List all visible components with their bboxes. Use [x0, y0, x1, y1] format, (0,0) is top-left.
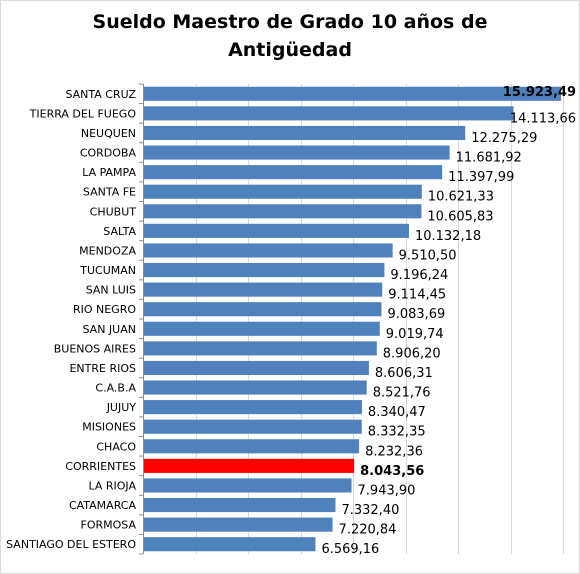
value-label-santa-cruz: 15.923,49	[503, 85, 576, 100]
bar-la-pampa	[144, 165, 443, 180]
bar-rio-negro	[144, 302, 382, 317]
bar-santa-fe	[144, 184, 422, 199]
category-label-catamarca: CATAMARCA	[69, 499, 137, 512]
bar-mendoza	[144, 243, 393, 258]
category-label-san-luis: SAN LUIS	[86, 284, 136, 297]
bar-chubut	[144, 204, 422, 219]
bar-misiones	[144, 419, 362, 434]
bar-corrientes	[144, 458, 355, 473]
bar-cordoba	[144, 145, 450, 160]
value-label-santiago-del-estero: 6.569,16	[321, 542, 379, 557]
value-label-la-rioja: 7.943,90	[358, 483, 416, 498]
category-label-rio-negro: RIO NEGRO	[73, 303, 136, 316]
value-label-tierra-del-fuego: 14.113,66	[510, 111, 576, 126]
bar-la-rioja	[144, 478, 352, 493]
value-label-santa-fe: 10.621,33	[428, 190, 494, 205]
bar-tucuman	[144, 262, 385, 278]
bar-san-luis	[144, 282, 383, 297]
bars	[144, 86, 561, 552]
value-label-tucuman: 9.196,24	[390, 268, 448, 283]
grid-lines	[139, 83, 564, 555]
bar-san-juan	[144, 321, 380, 336]
category-label-san-juan: SAN JUAN	[83, 323, 137, 336]
category-label-chaco: CHACO	[96, 440, 136, 453]
bar-neuquen	[144, 125, 466, 141]
value-label-san-luis: 9.114,45	[388, 288, 446, 303]
value-label-chubut: 10.605,83	[427, 209, 493, 224]
category-label-la-rioja: LA RIOJA	[88, 479, 136, 492]
value-label-neuquen: 12.275,29	[471, 131, 537, 146]
value-label-formosa: 7.220,84	[339, 523, 397, 538]
value-label-catamarca: 7.332,40	[341, 503, 399, 518]
value-label-san-juan: 9.019,74	[386, 327, 444, 342]
bar-buenos-aires	[144, 341, 377, 356]
category-label-formosa: FORMOSA	[81, 519, 137, 532]
bar-c-a-b-a	[144, 380, 367, 395]
category-label-salta: SALTA	[103, 225, 136, 238]
value-label-cordoba: 11.681,92	[456, 151, 522, 166]
category-label-misiones: MISIONES	[82, 421, 136, 434]
chart-title-line-1: Sueldo Maestro de Grado 10 años de	[92, 11, 488, 33]
chart-title: Sueldo Maestro de Grado 10 años de Antig…	[0, 8, 580, 64]
bar-catamarca	[144, 497, 336, 513]
category-label-tierra-del-fuego: TIERRA DEL FUEGO	[29, 107, 137, 120]
value-labels: 15.923,49 14.113,66 12.275,29 11.681,92 11.3…	[321, 85, 576, 557]
value-label-misiones: 8.332,35	[368, 425, 426, 440]
bar-formosa	[144, 517, 333, 532]
bar-tierra-del-fuego	[144, 106, 514, 121]
value-label-entre-rios: 8.606,31	[375, 366, 433, 381]
value-label-chaco: 8.232,36	[365, 444, 423, 459]
bar-jujuy	[144, 400, 362, 415]
category-label-neuquen: NEUQUEN	[81, 127, 136, 140]
category-label-cordoba: CORDOBA	[80, 147, 137, 160]
bar-salta	[144, 223, 409, 238]
category-label-corrientes: CORRIENTES	[65, 460, 136, 473]
value-label-la-pampa: 11.397,99	[448, 170, 514, 185]
value-label-rio-negro: 9.083,69	[387, 307, 445, 322]
category-label-chubut: CHUBUT	[90, 205, 137, 218]
category-label-jujuy: JUJUY	[106, 401, 137, 414]
category-label-tucuman: TUCUMAN	[79, 264, 136, 277]
value-label-salta: 10.132,18	[415, 229, 481, 244]
chart-title-line-2: Antigüedad	[228, 39, 352, 61]
category-label-c-a-b-a: C.A.B.A	[95, 382, 136, 395]
category-label-santiago-del-estero: SANTIAGO DEL ESTERO	[6, 538, 136, 551]
value-label-buenos-aires: 8.906,20	[383, 346, 441, 361]
category-label-entre-rios: ENTRE RIOS	[69, 362, 136, 375]
bar-entre-rios	[144, 360, 369, 376]
category-labels: SANTA CRUZ TIERRA DEL FUEGO NEUQUEN CORDOBA…	[6, 88, 136, 551]
bar-santiago-del-estero	[144, 537, 316, 552]
category-label-santa-cruz: SANTA CRUZ	[65, 88, 136, 101]
bar-santa-cruz	[144, 86, 561, 101]
category-label-santa-fe: SANTA FE	[83, 186, 136, 199]
value-label-corrientes: 8.043,56	[360, 464, 424, 479]
value-label-c-a-b-a: 8.521,76	[373, 386, 431, 401]
category-label-buenos-aires: BUENOS AIRES	[54, 342, 136, 355]
category-label-la-pampa: LA PAMPA	[82, 166, 136, 179]
value-label-mendoza: 9.510,50	[399, 248, 457, 263]
value-label-jujuy: 8.340,47	[368, 405, 426, 420]
bar-chaco	[144, 439, 360, 454]
category-label-mendoza: MENDOZA	[79, 244, 136, 257]
